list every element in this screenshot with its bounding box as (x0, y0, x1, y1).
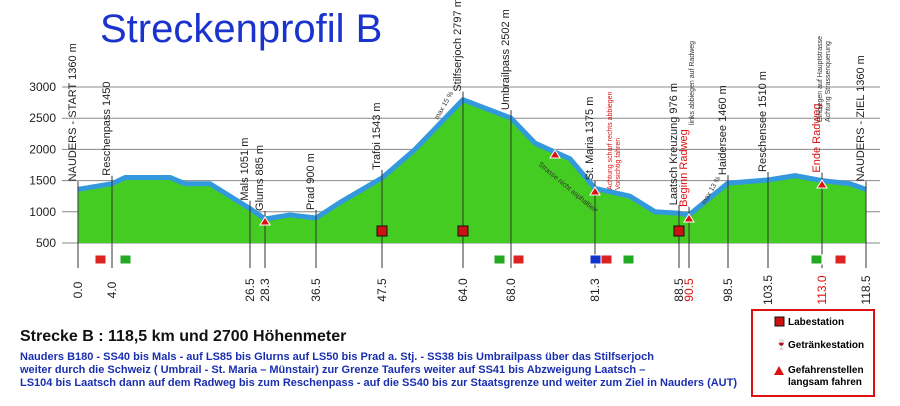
y-tick-label: 500 (36, 236, 56, 250)
flag-icon (810, 254, 823, 265)
station-label: Umbrailpass 2502 m (500, 9, 512, 110)
warning-icon (259, 216, 271, 226)
chart-title: Streckenprofil B (100, 7, 382, 51)
x-tick-label: 0.0 (71, 281, 85, 298)
flag-icon (119, 254, 132, 265)
x-tick-label: 68.0 (504, 278, 518, 302)
y-tick-label: 1000 (29, 205, 56, 219)
route-line: LS104 bis Laatsch dann auf dem Radweg bi… (20, 377, 737, 389)
annotation: Achtung Strassenquerung (825, 41, 832, 122)
station-label: St. Maria 1375 m (584, 97, 596, 181)
flag-icon (600, 254, 613, 265)
station-label: Beginn Radweg (678, 129, 690, 207)
station-label: Stilfserjoch 2797 m (452, 0, 464, 92)
station-label: Reschenpass 1450 (101, 82, 113, 176)
x-tick-label: 113.0 (815, 275, 829, 304)
x-tick-label: 103.5 (761, 275, 775, 305)
x-tick-label: 47.5 (375, 278, 389, 302)
x-tick-label: 64.0 (456, 278, 470, 302)
labestation-icon (376, 225, 388, 237)
legend-label: Gefahrenstellen (788, 365, 864, 376)
route-line: Nauders B180 - SS40 bis Mals - auf LS85 … (20, 351, 654, 363)
legend-label: langsam fahren (788, 377, 862, 388)
y-tick-label: 2500 (29, 111, 56, 125)
flag-icon (94, 254, 107, 265)
flag-icon (512, 254, 525, 265)
profile-line (77, 97, 867, 222)
y-tick-label: 2000 (29, 142, 56, 156)
station-label: Ende Radweg (811, 103, 823, 172)
legend-icon: 🍷 (775, 338, 787, 351)
flag-icon (493, 254, 506, 265)
x-tick-label: 118.5 (859, 275, 873, 304)
annotation: Vorsichtig fahren (615, 138, 622, 190)
x-tick-label: 26.5 (243, 278, 257, 302)
station-label: NAUDERS - ZIEL 1360 m (855, 55, 867, 181)
labestation-icon (457, 225, 469, 237)
station-label: Laatsch Kreuzung 976 m (668, 83, 680, 205)
annotation: Achtung scharf rechts abbiegen (607, 91, 614, 190)
x-tick-label: 4.0 (105, 281, 119, 298)
x-tick-label: 88.5 (672, 278, 686, 302)
legend-label: Getränkestation (788, 340, 864, 351)
y-tick-label: 1500 (29, 174, 56, 188)
flag-icon (622, 254, 635, 265)
warning-icon (589, 186, 601, 196)
station-label: Prad 900 m (305, 153, 317, 210)
warning-icon (683, 213, 695, 223)
warning-icon (549, 149, 561, 159)
x-tick-label: 28.3 (258, 278, 272, 302)
x-tick-label: 36.5 (309, 278, 323, 302)
x-tick-label: 81.3 (588, 278, 602, 302)
annotation: links abbiegen auf Radweg (689, 41, 696, 125)
legend-label: Labestation (788, 317, 844, 328)
station-label: Mals 1051 m (239, 138, 251, 201)
x-tick-label: 90.5 (682, 278, 696, 302)
legend-icon (774, 316, 785, 327)
station-label: Glurns 885 m (254, 145, 266, 211)
station-label: Reschensee 1510 m (757, 71, 769, 172)
profile-area (78, 99, 866, 243)
station-label: Haidersee 1460 m (717, 85, 729, 175)
y-tick-label: 3000 (29, 80, 56, 94)
annotation: Einbiegen auf Hauptstrasse (817, 36, 824, 122)
route-line: weiter durch die Schweiz ( Umbrail - St.… (19, 364, 645, 376)
x-tick-label: 98.5 (721, 278, 735, 302)
station-label: NAUDERS - START 1360 m (67, 43, 79, 181)
legend-icon (774, 366, 784, 375)
labestation-icon (673, 225, 685, 237)
legend-box (751, 309, 875, 397)
flag-icon (834, 254, 847, 265)
route-heading: Strecke B : 118,5 km und 2700 Höhenmeter (20, 328, 346, 345)
station-label: Trafoi 1543 m (371, 102, 383, 169)
flag-icon (589, 254, 602, 265)
warning-icon (816, 179, 828, 189)
